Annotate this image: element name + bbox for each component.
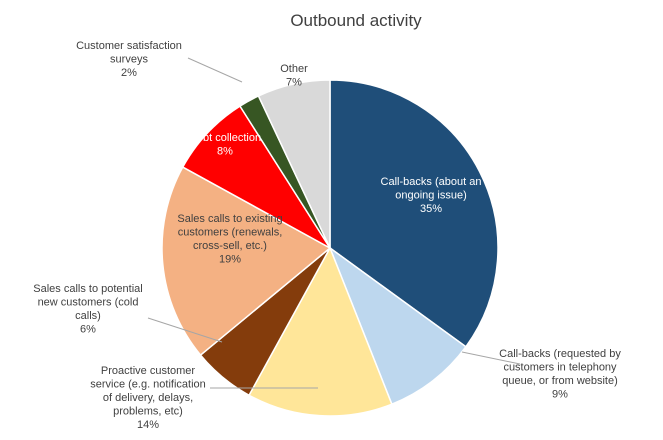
chart-title: Outbound activity — [290, 11, 422, 30]
pie-slice-callbacks-ongoing — [329, 79, 499, 348]
leader-line-satisfaction-surveys — [187, 57, 243, 83]
data-label-satisfaction-surveys: Customer satisfaction surveys 2% — [76, 40, 182, 79]
leader-line-callbacks-requested — [461, 351, 521, 365]
data-label-callbacks-requested: Call-backs (requested by customers in tel… — [499, 348, 621, 401]
pie-slice-callbacks-requested — [328, 245, 467, 406]
data-label-callbacks-ongoing: Call-backs (about an ongoing issue) 35% — [381, 176, 482, 215]
data-label-proactive-service: Proactive customer service (e.g. notifica… — [90, 365, 206, 431]
data-label-sales-potential: Sales calls to potential new customers (c… — [33, 283, 142, 336]
pie-slice-sales-existing — [161, 166, 332, 357]
data-label-sales-existing: Sales calls to existing customers (renewa… — [177, 213, 282, 266]
pie-slice-other — [257, 79, 331, 249]
leader-line-sales-potential — [147, 317, 223, 343]
pie-slice-proactive-service — [248, 246, 393, 417]
data-label-other: Other 7% — [280, 63, 308, 89]
data-label-debt-collection: Debt collection 8% — [189, 132, 261, 158]
